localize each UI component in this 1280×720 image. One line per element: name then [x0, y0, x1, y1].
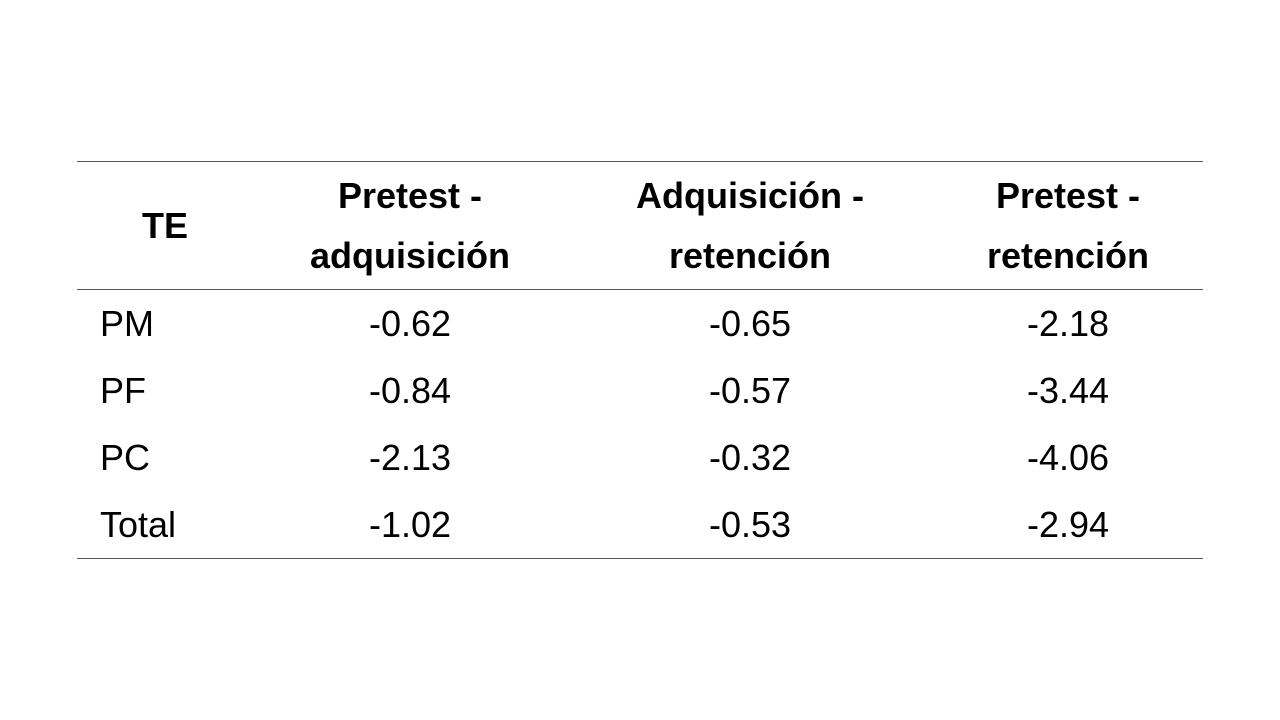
table-row: Total -1.02 -0.53 -2.94 — [77, 491, 1203, 559]
cell: -2.13 — [368, 436, 452, 478]
cell: -0.84 — [368, 369, 452, 411]
column-header: Pretest - adquisición — [309, 174, 511, 276]
row-label: PC — [100, 436, 151, 478]
table-head: TE Pretest - adquisición Adquisición - ret… — [77, 161, 1203, 290]
table-row: PC -2.13 -0.32 -4.06 — [77, 424, 1203, 491]
column-header: TE — [141, 204, 188, 246]
header-row: TE Pretest - adquisición Adquisición - ret… — [77, 161, 1203, 290]
table-body: PM -0.62 -0.65 -2.18 PF -0.84 -0.57 -3.44 PC -2.1… — [77, 290, 1203, 559]
column-header: Pretest - retención — [986, 174, 1150, 276]
table-row: PM -0.62 -0.65 -2.18 — [77, 290, 1203, 358]
cell: -0.57 — [708, 369, 792, 411]
row-label: PM — [100, 302, 154, 344]
cell: -0.53 — [708, 503, 792, 545]
cell: -4.06 — [1026, 436, 1110, 478]
cell: -0.62 — [368, 302, 452, 344]
table-row: PF -0.84 -0.57 -3.44 — [77, 357, 1203, 424]
cell: -0.65 — [708, 302, 792, 344]
cell: -2.18 — [1026, 302, 1110, 344]
column-header: Adquisición - retención — [636, 174, 864, 276]
data-table: TE Pretest - adquisición Adquisición - ret… — [77, 161, 1203, 559]
row-label: PF — [100, 369, 147, 411]
cell: -0.32 — [708, 436, 792, 478]
cell: -2.94 — [1026, 503, 1110, 545]
row-label: Total — [100, 503, 177, 545]
cell: -3.44 — [1026, 369, 1110, 411]
cell: -1.02 — [368, 503, 452, 545]
